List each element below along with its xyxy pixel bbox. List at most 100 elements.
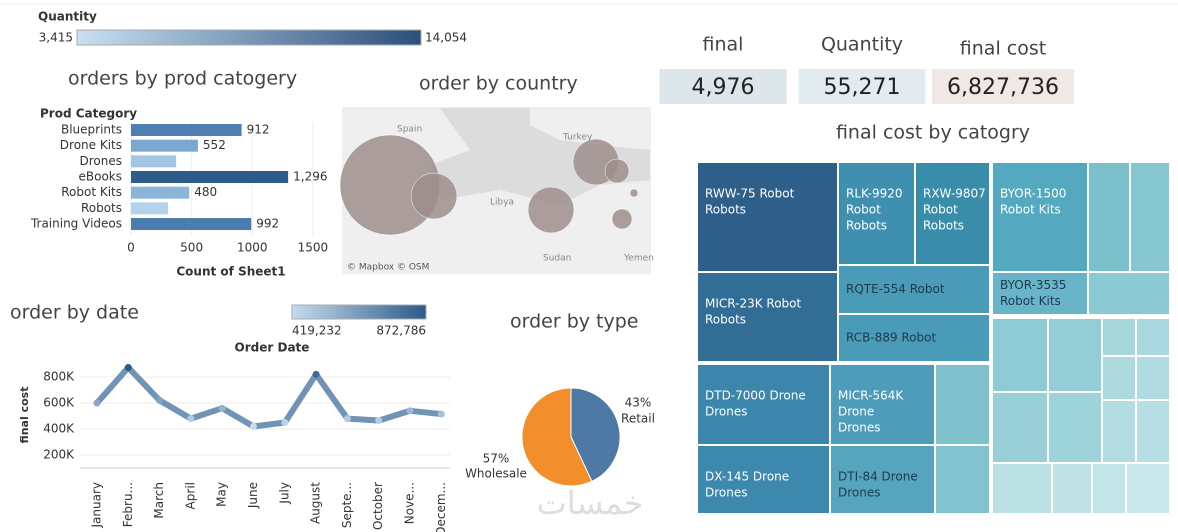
legend-min: 3,415 — [39, 31, 73, 45]
bubble — [527, 186, 575, 234]
watermark: خمسات — [537, 484, 644, 522]
tile — [1087, 271, 1171, 316]
tile — [829, 363, 936, 446]
tile-label: Robots — [705, 203, 746, 217]
y-axis-title: final cost — [18, 387, 31, 444]
category-label: Retail — [621, 412, 655, 426]
tile — [991, 462, 1053, 515]
kpi-box — [798, 69, 926, 104]
map-attribution: © Mapbox © OSM — [347, 263, 429, 273]
value-label: 43% — [625, 396, 652, 410]
kpi-box — [659, 69, 787, 104]
map-label: Yemen — [623, 254, 654, 264]
x-axis-title: Count of Sheet1 — [176, 265, 285, 279]
kpi-value: 6,827,736 — [947, 75, 1059, 100]
map-label: Spain — [397, 125, 422, 135]
treemap: RWW-75 Robot Robots RLK-9920 Robot Robots RXW… — [696, 161, 1089, 515]
tile — [991, 317, 1049, 393]
tile-label: Drones — [705, 486, 748, 500]
y-tick-label: Drones — [80, 154, 123, 168]
value-label: 912 — [247, 123, 270, 137]
x-tick-label: Febru... — [121, 482, 135, 527]
point — [281, 419, 289, 426]
tile-label: DTI-84 Drone — [838, 470, 918, 484]
kpi-value: 55,271 — [824, 75, 901, 100]
tile-label: Robots — [846, 219, 887, 233]
y-tick-label: 800K — [43, 370, 75, 384]
value-label: 1,296 — [293, 170, 327, 184]
tile — [1135, 399, 1171, 464]
legend-min: 419,232 — [292, 324, 342, 338]
bar — [131, 218, 252, 231]
bar — [131, 124, 242, 136]
line — [94, 364, 445, 430]
point — [343, 415, 351, 423]
point — [375, 417, 383, 425]
map-land — [530, 108, 650, 150]
y-tick-label: Training Videos — [30, 217, 122, 231]
point — [156, 396, 164, 404]
chart-title: order by date — [10, 302, 139, 324]
y-tick-label: Robot Kits — [61, 185, 122, 199]
chart-title: order by country — [419, 73, 578, 95]
y-tick-label: Robots — [81, 201, 122, 215]
tile-label: Robot — [846, 203, 881, 217]
tile-label: Robots — [705, 313, 746, 327]
bubble — [611, 208, 633, 230]
pie-slice — [570, 387, 621, 483]
x-tick-label: 1500 — [298, 241, 329, 255]
point — [312, 370, 320, 378]
tile — [934, 363, 991, 446]
kpi-box — [932, 69, 1074, 104]
legend-title: Quantity — [38, 10, 97, 24]
chart-title: order by type — [510, 311, 639, 333]
tile — [1047, 391, 1103, 464]
tile — [991, 161, 1089, 273]
point — [218, 404, 226, 412]
tile-label: RQTE-554 Robot — [846, 282, 945, 296]
tile-label: Robot — [923, 203, 958, 217]
y-axis-title: Prod Category — [40, 107, 137, 121]
tile — [914, 161, 991, 266]
x-tick-label: July — [277, 482, 291, 505]
tile — [1101, 317, 1137, 357]
bar — [131, 186, 190, 199]
tile — [1135, 317, 1171, 357]
tile-label: RXW-9807 — [923, 187, 986, 201]
point — [187, 415, 195, 423]
legend-max: 872,786 — [376, 324, 426, 338]
y-tick-label: 600K — [43, 396, 75, 410]
tile-label: BYOR-3535 — [1000, 278, 1066, 292]
tile — [991, 391, 1049, 464]
map-label: Sudan — [543, 254, 571, 264]
value-label: 57% — [483, 452, 510, 466]
tile — [1135, 355, 1171, 401]
tile — [829, 444, 936, 515]
map-label: Libya — [490, 198, 514, 208]
tile-label: MICR-564K — [838, 389, 904, 403]
bar — [131, 155, 177, 168]
legend-max: 14,054 — [425, 31, 467, 45]
tile — [1087, 161, 1131, 273]
x-tick-label: Septe... — [340, 482, 354, 528]
x-tick-label: March — [152, 482, 166, 519]
x-tick-label: April — [183, 482, 197, 509]
tile-label: Robots — [923, 219, 964, 233]
bar — [131, 139, 198, 152]
tile — [1101, 355, 1137, 401]
tile-label: DTD-7000 Drone — [705, 389, 806, 403]
legend-gradient — [291, 304, 427, 320]
pie-slice — [521, 387, 593, 487]
kpi-title: final cost — [960, 38, 1046, 60]
x-tick-label: 500 — [180, 241, 203, 255]
kpi-title: final — [703, 34, 744, 56]
tile-label: Robot Kits — [1000, 203, 1061, 217]
x-tick-label: January — [90, 482, 104, 529]
y-tick-label: 200K — [43, 448, 75, 462]
y-tick-label: eBooks — [79, 170, 123, 184]
tile-label: Robot Kits — [1000, 294, 1061, 308]
tile-label: RCB-889 Robot — [846, 331, 937, 345]
x-axis-title: Order Date — [235, 341, 310, 355]
value-label: 992 — [256, 217, 279, 231]
tile-label: BYOR-1500 — [1000, 187, 1066, 201]
